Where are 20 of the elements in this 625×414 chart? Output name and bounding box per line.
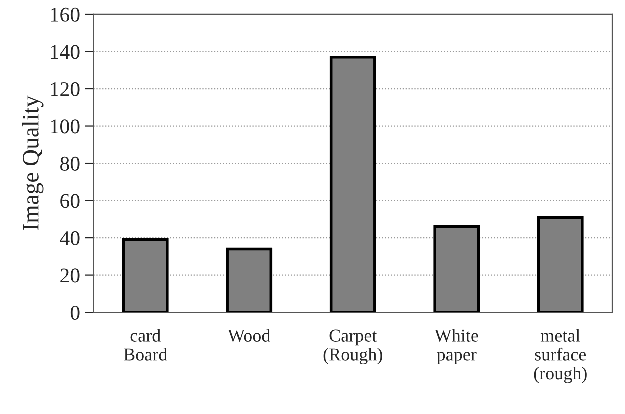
x-tick-label: metal surface (rough) (534, 329, 587, 384)
y-tick-label: 80 (60, 156, 80, 171)
y-tick-label: 140 (51, 45, 80, 60)
bar (537, 216, 584, 313)
y-tick-label: 0 (70, 306, 80, 320)
x-tick-label: Carpet (Rough) (324, 330, 382, 365)
bar (226, 248, 273, 313)
y-tick-label: 120 (51, 82, 80, 96)
x-tick-label: card Board (124, 329, 168, 361)
bar (122, 238, 169, 313)
bar (330, 56, 376, 313)
y-tick-label: 40 (60, 231, 80, 246)
y-tick-label: 160 (51, 8, 80, 22)
x-tick-label: Wood (228, 329, 270, 342)
y-tick-label: 20 (60, 268, 80, 283)
bar (434, 225, 480, 313)
x-tick-label: White paper (434, 329, 478, 364)
y-tick-label: 60 (60, 194, 80, 208)
y-axis-title: Image Quality (22, 96, 44, 231)
y-tick-label: 100 (51, 120, 80, 134)
